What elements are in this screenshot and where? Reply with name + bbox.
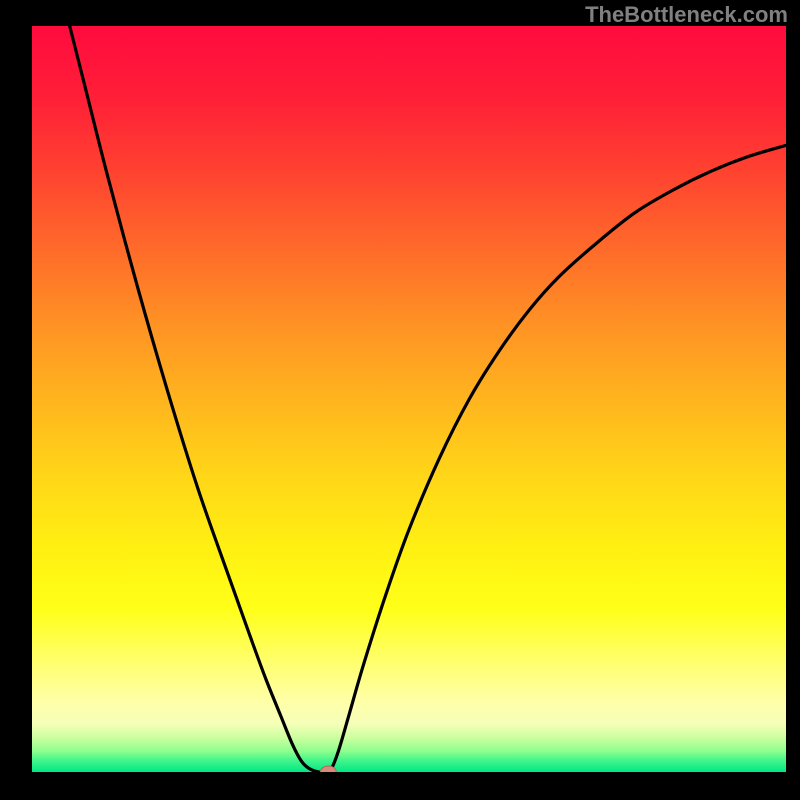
bottleneck-chart [32,26,786,772]
watermark-text: TheBottleneck.com [585,2,788,28]
chart-background [32,26,786,772]
